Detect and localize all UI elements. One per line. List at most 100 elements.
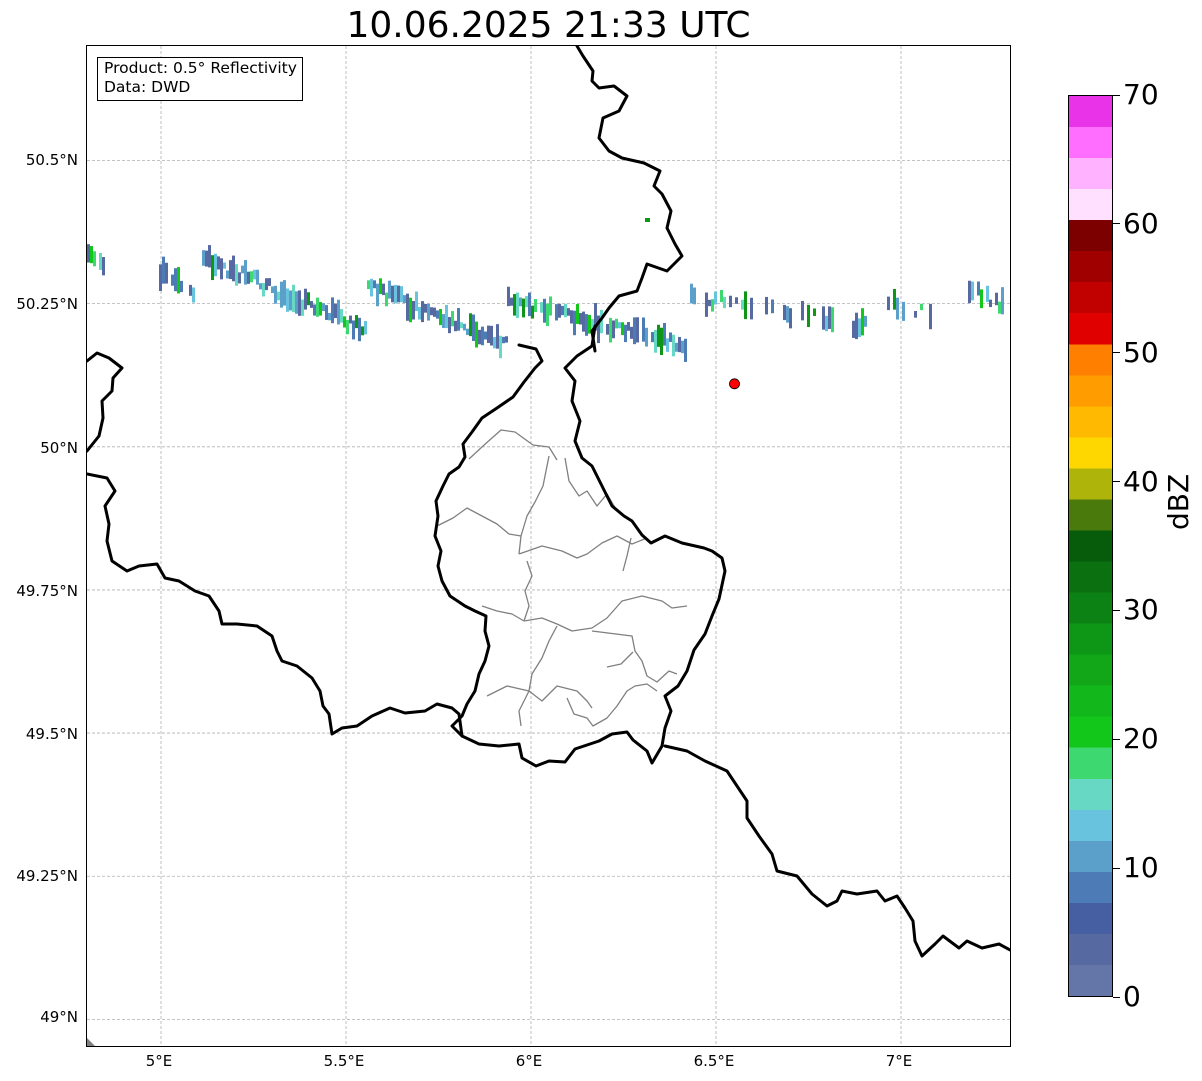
echo-cell <box>502 336 505 344</box>
echo-cell <box>400 286 403 303</box>
echo-cell <box>223 262 226 269</box>
echo-cell <box>457 308 460 331</box>
echo-cell <box>615 318 618 329</box>
echo-cell <box>567 308 570 316</box>
lat-label: 49.5°N <box>25 725 78 743</box>
echo-cell <box>487 325 490 344</box>
echo-cell <box>801 300 804 321</box>
echo-cell <box>618 322 621 329</box>
echo-cell <box>729 295 732 308</box>
canton-border <box>523 560 533 622</box>
colorbar-tick-label: 70 <box>1123 78 1159 111</box>
echo-cell <box>388 280 391 299</box>
echo-cell <box>358 317 361 342</box>
echo-cell <box>543 298 546 323</box>
echo-cell <box>723 296 726 309</box>
info-box: Product: 0.5° Reflectivity Data: DWD <box>97 57 303 101</box>
echo-cell <box>244 260 247 285</box>
lon-label: 5.5°E <box>323 1052 365 1070</box>
echo-cell <box>364 321 367 335</box>
echo-cell <box>998 301 1001 314</box>
echo-cell <box>346 319 349 335</box>
echo-cell <box>442 314 445 328</box>
echo-cell <box>711 299 714 312</box>
echo-cell <box>896 297 899 320</box>
echo-cell <box>481 326 484 346</box>
colorbar-tick <box>1113 738 1120 740</box>
echo-cell <box>331 297 334 324</box>
echo-cell <box>971 281 974 301</box>
echo-cell <box>516 292 519 318</box>
border-belgium-france <box>87 472 464 738</box>
echo-cell <box>546 303 549 327</box>
echo-cell <box>579 313 582 325</box>
echo-cell <box>807 304 810 328</box>
echo-cell <box>289 290 292 311</box>
colorbar-tick <box>1113 481 1120 483</box>
echo-cell <box>852 320 855 338</box>
lon-label: 7°E <box>885 1052 913 1070</box>
echo-cell <box>831 307 834 333</box>
border-france-belgium-west <box>87 351 124 453</box>
border-luxembourg <box>433 324 727 768</box>
lat-label: 50.25°N <box>16 295 78 313</box>
echo-cell <box>466 328 469 336</box>
echo-cell <box>313 304 316 316</box>
echo-cell <box>322 303 325 311</box>
echo-cell <box>666 338 669 352</box>
echo-cell <box>436 310 439 319</box>
echo-cell <box>582 311 585 332</box>
echo-cell <box>325 305 328 320</box>
echo-cell <box>343 316 346 328</box>
echo-cell <box>355 315 358 329</box>
lat-label: 50.5°N <box>25 151 78 169</box>
echo-cell <box>382 283 385 296</box>
echo-cell <box>645 327 648 347</box>
echo-cell <box>789 308 792 329</box>
colorbar-tick-label: 40 <box>1123 464 1159 498</box>
echo-cell <box>448 317 451 334</box>
colorbar-tick-label: 30 <box>1123 593 1159 627</box>
echo-cell <box>570 310 573 324</box>
echo-cell <box>205 250 208 267</box>
echo-cell <box>409 297 412 323</box>
echo-cell <box>391 285 394 303</box>
echo-cell <box>750 297 753 320</box>
canton-border <box>486 685 593 709</box>
echo-cell <box>490 325 493 346</box>
colorbar-tick <box>1113 996 1120 998</box>
colorbar-tick-label: 20 <box>1123 722 1159 756</box>
echo-cell <box>1010 311 1011 317</box>
echo-cell <box>576 304 579 324</box>
echo-cell <box>235 264 238 286</box>
canton-border <box>528 625 558 692</box>
echo-cell <box>87 244 90 263</box>
echo-cell <box>861 308 864 336</box>
echo-cell <box>298 290 301 316</box>
echo-cell <box>621 322 624 336</box>
canton-border <box>622 537 632 572</box>
echo-cell <box>418 306 421 320</box>
echo-cell <box>328 312 331 321</box>
echo-cell <box>585 314 588 336</box>
echo-cell <box>102 257 105 276</box>
echo-cell <box>349 315 352 324</box>
echo-cell <box>376 283 379 307</box>
map-area[interactable] <box>86 45 1011 1047</box>
echo-cell <box>214 253 217 277</box>
echo-cell <box>394 284 397 304</box>
echo-cell <box>286 288 289 312</box>
echo-cell <box>159 264 162 291</box>
echo-cell <box>229 260 232 280</box>
echo-cell <box>165 262 168 284</box>
lon-label: 5°E <box>145 1052 173 1070</box>
echo-cell <box>90 246 93 264</box>
echo-cell <box>597 315 600 344</box>
echo-cell <box>609 317 612 343</box>
echo-cell <box>636 317 639 343</box>
canton-borders <box>436 429 688 727</box>
colorbar-unit-label: dBZ <box>1162 473 1195 530</box>
echo-cell <box>693 287 696 305</box>
echo-cell <box>367 280 370 290</box>
echo-cell <box>765 296 768 315</box>
